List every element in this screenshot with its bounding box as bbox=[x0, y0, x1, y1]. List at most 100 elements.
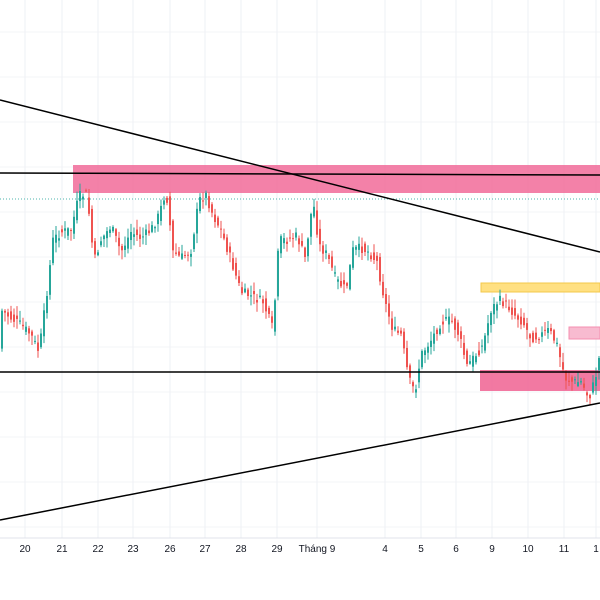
candle-body bbox=[484, 335, 486, 351]
candle bbox=[430, 331, 432, 355]
candle-body bbox=[67, 228, 69, 236]
candle-body bbox=[460, 331, 462, 339]
candle-body bbox=[241, 287, 243, 294]
candle bbox=[190, 249, 192, 267]
x-tick-label: 29 bbox=[271, 544, 283, 555]
candle-body bbox=[46, 295, 48, 314]
candle bbox=[127, 228, 129, 254]
candle-body bbox=[394, 326, 396, 330]
candle-body bbox=[553, 330, 555, 341]
candle-body bbox=[118, 237, 120, 247]
candle bbox=[178, 246, 180, 257]
drawing-lines[interactable] bbox=[0, 99, 600, 521]
candle bbox=[226, 234, 228, 256]
candle-body bbox=[211, 204, 213, 213]
candle bbox=[133, 227, 135, 246]
minor-zone bbox=[568, 326, 600, 340]
candle bbox=[562, 352, 564, 372]
candle bbox=[403, 328, 405, 354]
candle-body bbox=[265, 298, 267, 312]
candle-body bbox=[184, 254, 186, 256]
candle bbox=[385, 288, 387, 313]
candle-body bbox=[220, 228, 222, 230]
candle bbox=[280, 234, 282, 258]
candle bbox=[19, 310, 21, 325]
candle-body bbox=[115, 229, 117, 236]
candle bbox=[55, 225, 57, 253]
candle bbox=[457, 319, 459, 342]
candle bbox=[553, 328, 555, 344]
candle bbox=[556, 337, 558, 347]
candle-body bbox=[127, 237, 129, 249]
candle bbox=[301, 233, 303, 248]
candle bbox=[535, 327, 537, 344]
candle bbox=[316, 201, 318, 238]
candle-body bbox=[493, 304, 495, 315]
candle bbox=[520, 308, 522, 330]
candle-body bbox=[544, 329, 546, 331]
candle bbox=[448, 308, 450, 333]
candle-body bbox=[10, 311, 12, 320]
candle bbox=[472, 351, 474, 372]
x-tick-label: 27 bbox=[199, 544, 211, 555]
candle bbox=[493, 297, 495, 325]
candle bbox=[76, 191, 78, 224]
ascending-trendline[interactable] bbox=[0, 402, 600, 521]
candle-body bbox=[469, 361, 471, 364]
candle-body bbox=[166, 197, 168, 203]
candle bbox=[559, 343, 561, 368]
candle-body bbox=[325, 250, 327, 253]
candle-body bbox=[502, 301, 504, 307]
x-tick-label: 21 bbox=[56, 544, 68, 555]
candle-body bbox=[214, 214, 216, 223]
candle bbox=[544, 321, 546, 336]
candle bbox=[451, 313, 453, 324]
candle-body bbox=[226, 237, 228, 252]
candle bbox=[427, 342, 429, 360]
candle bbox=[223, 228, 225, 241]
candle bbox=[364, 241, 366, 256]
candle-body bbox=[352, 247, 354, 268]
candle bbox=[145, 224, 147, 246]
candle bbox=[460, 326, 462, 349]
candle-body bbox=[565, 371, 567, 381]
candle bbox=[304, 246, 306, 263]
candle bbox=[7, 308, 9, 325]
candle bbox=[208, 192, 210, 213]
candle-body bbox=[454, 318, 456, 330]
candle-body bbox=[310, 213, 312, 237]
candle-body bbox=[298, 238, 300, 245]
candle bbox=[106, 227, 108, 248]
candle-body bbox=[154, 227, 156, 229]
candle-body bbox=[436, 329, 438, 334]
candle bbox=[325, 244, 327, 260]
candle-body bbox=[379, 257, 381, 282]
candle bbox=[373, 244, 375, 265]
candle-body bbox=[535, 332, 537, 340]
candle-body bbox=[319, 228, 321, 245]
candle bbox=[391, 311, 393, 337]
candle-body bbox=[397, 330, 399, 333]
candle bbox=[241, 281, 243, 296]
upper-horizontal-line[interactable] bbox=[0, 172, 600, 176]
candle bbox=[505, 293, 507, 309]
candle bbox=[256, 293, 258, 312]
candle-body bbox=[112, 226, 114, 232]
candle-body bbox=[292, 238, 294, 240]
candle-body bbox=[412, 382, 414, 387]
candle bbox=[547, 320, 549, 339]
x-tick-label: 26 bbox=[164, 544, 176, 555]
candle-body bbox=[280, 236, 282, 254]
candle bbox=[541, 326, 543, 343]
candle-body bbox=[445, 316, 447, 319]
descending-trendline[interactable] bbox=[0, 99, 600, 253]
candle bbox=[43, 303, 45, 344]
candle-body bbox=[508, 306, 510, 311]
candle-body bbox=[268, 307, 270, 314]
candle bbox=[409, 363, 411, 385]
candle-body bbox=[448, 316, 450, 325]
candle bbox=[379, 253, 381, 286]
candle-body bbox=[181, 253, 183, 259]
